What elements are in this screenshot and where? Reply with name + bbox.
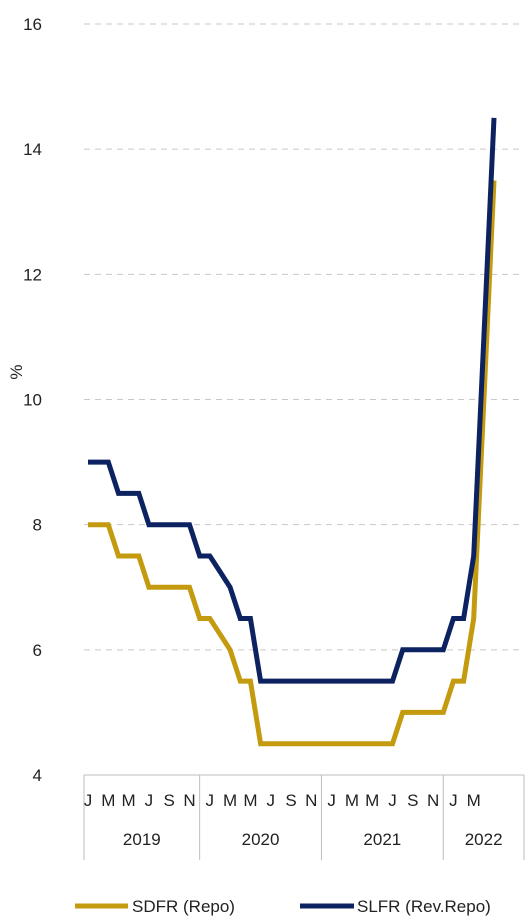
- y-tick-label: 14: [23, 140, 42, 159]
- x-tick-label: N: [305, 791, 317, 810]
- x-tick-label: M: [365, 791, 379, 810]
- year-label: 2021: [363, 830, 401, 849]
- y-tick-label: 8: [33, 516, 42, 535]
- gridlines: [84, 23, 524, 651]
- x-tick-label: M: [223, 791, 237, 810]
- x-tick-label: J: [388, 791, 397, 810]
- y-tick-label: 4: [33, 766, 42, 785]
- x-tick-label: S: [164, 791, 175, 810]
- x-tick-label: J: [327, 791, 336, 810]
- legend-label: SDFR (Repo): [132, 897, 235, 916]
- y-tick-label: 6: [33, 641, 42, 660]
- series-lines: [88, 117, 497, 747]
- x-tick-label: S: [285, 791, 296, 810]
- x-tick-label: M: [101, 791, 115, 810]
- x-tick-label: J: [206, 791, 215, 810]
- x-tick-label: M: [122, 791, 136, 810]
- series-line: [88, 180, 497, 747]
- y-axis-label: %: [7, 364, 26, 379]
- x-tick-label: J: [145, 791, 154, 810]
- x-tick-label: N: [183, 791, 195, 810]
- x-tick-label: M: [243, 791, 257, 810]
- x-tick-label: J: [84, 791, 93, 810]
- year-label: 2019: [123, 830, 161, 849]
- series-line: [88, 117, 497, 684]
- y-tick-label: 12: [23, 265, 42, 284]
- x-tick-label: N: [427, 791, 439, 810]
- year-label: 2022: [465, 830, 503, 849]
- x-tick-label: J: [266, 791, 275, 810]
- x-tick-label: S: [407, 791, 418, 810]
- x-tick-label: J: [449, 791, 458, 810]
- y-axis: 4 6 8 10 12 14 16: [23, 15, 42, 785]
- legend-label: SLFR (Rev.Repo): [357, 897, 491, 916]
- year-label: 2020: [242, 830, 280, 849]
- y-tick-label: 16: [23, 15, 42, 34]
- y-tick-label: 10: [23, 391, 42, 410]
- legend: SDFR (Repo) SLFR (Rev.Repo): [75, 897, 491, 916]
- x-tick-label: M: [467, 791, 481, 810]
- x-tick-label: M: [345, 791, 359, 810]
